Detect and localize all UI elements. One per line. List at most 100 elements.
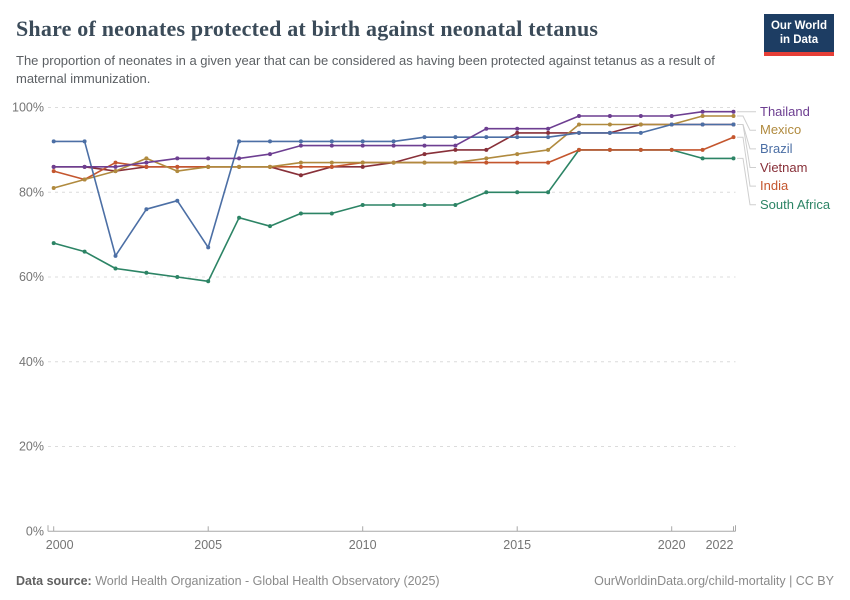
data-point-brazil-2018[interactable] [607,130,612,135]
data-point-india-2016[interactable] [546,160,551,165]
data-point-brazil-2009[interactable] [329,139,334,144]
data-point-brazil-2014[interactable] [484,135,489,140]
data-point-mexico-2017[interactable] [577,122,581,127]
data-point-mexico-2004[interactable] [175,169,180,174]
data-point-brazil-2019[interactable] [638,130,643,135]
data-point-south-africa-2022[interactable] [731,156,736,161]
data-point-thailand-2022[interactable] [731,109,736,114]
data-point-thailand-2013[interactable] [453,143,458,148]
data-point-mexico-2016[interactable] [546,147,551,152]
data-point-brazil-2011[interactable] [391,139,396,144]
legend-label-india[interactable]: India [760,178,789,194]
data-point-south-africa-2005[interactable] [206,279,211,284]
data-point-mexico-2005[interactable] [206,164,211,169]
data-point-thailand-2009[interactable] [329,143,334,148]
data-point-south-africa-2015[interactable] [515,190,520,195]
legend-label-brazil[interactable]: Brazil [760,140,793,156]
data-point-thailand-2010[interactable] [360,143,365,148]
data-point-thailand-2011[interactable] [391,143,396,148]
data-point-south-africa-2002[interactable] [113,266,118,271]
data-point-thailand-2006[interactable] [237,156,242,161]
data-point-brazil-2001[interactable] [82,139,87,144]
data-point-brazil-2002[interactable] [113,253,118,258]
data-point-brazil-2006[interactable] [237,139,242,144]
owid-url-license[interactable]: OurWorldinData.org/child-mortality | CC … [594,574,834,588]
data-point-brazil-2000[interactable] [51,139,56,144]
data-point-vietnam-2012[interactable] [422,152,427,157]
data-point-india-2004[interactable] [175,164,180,169]
legend-label-vietnam[interactable]: Vietnam [760,159,808,175]
data-point-thailand-2018[interactable] [607,113,612,118]
data-point-brazil-2010[interactable] [360,139,365,144]
data-point-thailand-2008[interactable] [298,143,303,148]
data-point-vietnam-2008[interactable] [298,173,303,178]
legend-label-thailand[interactable]: Thailand [760,103,810,119]
data-point-vietnam-2014[interactable] [484,147,489,152]
data-point-thailand-2017[interactable] [577,113,581,118]
data-point-mexico-2008[interactable] [298,160,303,165]
data-point-mexico-2003[interactable] [144,156,149,161]
data-point-vietnam-2010[interactable] [360,164,365,169]
data-point-thailand-2015[interactable] [515,126,520,131]
data-point-india-2018[interactable] [607,147,612,152]
data-point-brazil-2017[interactable] [577,130,581,135]
data-point-thailand-2004[interactable] [175,156,180,161]
data-point-mexico-2002[interactable] [113,169,118,174]
data-point-mexico-2014[interactable] [484,156,489,161]
data-point-vietnam-2013[interactable] [453,147,458,152]
data-point-thailand-2012[interactable] [422,143,427,148]
data-point-south-africa-2000[interactable] [51,241,56,246]
data-point-india-2008[interactable] [298,164,303,169]
data-point-india-2003[interactable] [144,164,149,169]
data-point-south-africa-2011[interactable] [391,202,396,207]
data-point-brazil-2013[interactable] [453,135,458,140]
data-point-brazil-2008[interactable] [298,139,303,144]
data-point-south-africa-2004[interactable] [175,275,180,280]
data-point-south-africa-2003[interactable] [144,270,149,275]
data-point-thailand-2005[interactable] [206,156,211,161]
data-point-south-africa-2016[interactable] [546,190,551,195]
series-line-thailand[interactable] [53,110,734,168]
data-point-india-2015[interactable] [515,160,520,165]
data-point-brazil-2007[interactable] [268,139,272,144]
data-point-thailand-2020[interactable] [669,113,674,118]
data-point-mexico-2021[interactable] [700,113,705,118]
data-point-india-2009[interactable] [329,164,334,169]
data-point-south-africa-2010[interactable] [360,202,365,207]
legend-label-mexico[interactable]: Mexico [760,122,802,138]
data-point-mexico-2007[interactable] [268,164,272,169]
data-point-mexico-2015[interactable] [515,152,520,157]
data-point-thailand-2000[interactable] [51,164,56,169]
data-point-brazil-2021[interactable] [700,122,705,127]
data-point-mexico-2018[interactable] [607,122,612,127]
data-point-south-africa-2009[interactable] [329,211,334,216]
data-point-south-africa-2008[interactable] [298,211,303,216]
data-point-south-africa-2021[interactable] [700,156,705,161]
data-point-south-africa-2012[interactable] [422,202,427,207]
data-point-brazil-2005[interactable] [206,245,211,250]
data-point-india-2000[interactable] [51,169,56,174]
data-point-india-2021[interactable] [700,147,705,152]
data-point-brazil-2015[interactable] [515,135,520,140]
data-point-thailand-2016[interactable] [546,126,551,131]
data-point-brazil-2016[interactable] [546,135,551,140]
data-point-india-2002[interactable] [113,160,118,165]
data-point-mexico-2013[interactable] [453,160,458,165]
data-point-thailand-2019[interactable] [638,113,643,118]
data-point-mexico-2001[interactable] [82,177,87,182]
data-point-brazil-2020[interactable] [669,122,674,127]
data-point-mexico-2019[interactable] [638,122,643,127]
data-point-vietnam-2015[interactable] [515,130,520,135]
data-point-thailand-2001[interactable] [82,164,87,169]
data-point-mexico-2000[interactable] [51,186,56,191]
data-point-mexico-2022[interactable] [731,113,736,118]
data-point-india-2020[interactable] [669,147,674,152]
data-point-south-africa-2001[interactable] [82,249,87,254]
data-point-mexico-2006[interactable] [237,164,242,169]
data-point-thailand-2002[interactable] [113,164,118,169]
data-point-brazil-2003[interactable] [144,207,149,212]
data-point-south-africa-2006[interactable] [237,215,242,220]
data-point-brazil-2022[interactable] [731,122,736,127]
data-point-south-africa-2013[interactable] [453,202,458,207]
series-line-india[interactable] [53,136,734,181]
